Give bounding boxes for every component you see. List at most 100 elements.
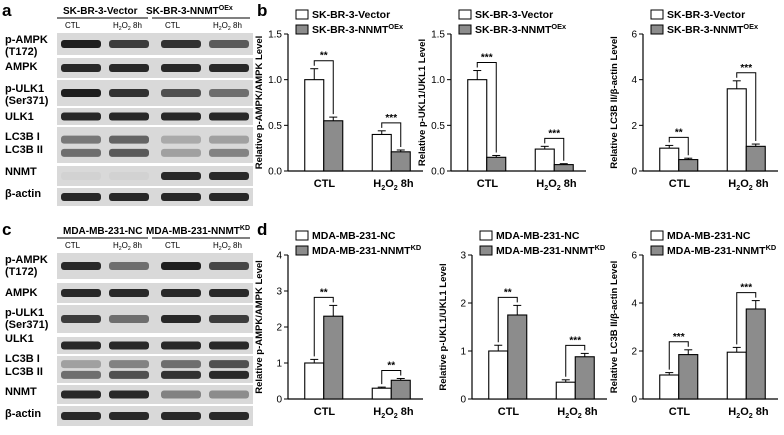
x-tick-label: CTL [314, 178, 336, 190]
bar [371, 133, 392, 172]
bar [371, 387, 392, 400]
blot-panel-a: SK-BR-3-Vector SK-BR-3-NNMTOEx CTL H2O2 8h C… [5, 5, 253, 206]
significance-label: ** [675, 127, 683, 138]
blot-lane-label: CTL [65, 241, 81, 250]
legend-label: MDA-MB-231-NNMTKD [312, 243, 421, 257]
bar [304, 79, 325, 172]
y-tick-label: 2 [631, 347, 637, 358]
y-tick-label: 3 [460, 251, 466, 262]
blot-band [161, 341, 201, 350]
significance-bracket [544, 137, 565, 161]
blot-lane-label: CTL [65, 21, 81, 30]
blot-band [61, 360, 101, 369]
blot-row-label: NNMT [5, 386, 37, 398]
blot-row-label: p-AMPK [5, 254, 48, 266]
legend-swatch [295, 230, 309, 241]
y-tick-label: 4 [631, 299, 637, 310]
blot-band [61, 193, 101, 201]
significance-bracket [313, 296, 334, 357]
legend-swatch [458, 24, 472, 35]
bar [323, 120, 344, 172]
significance-bracket [313, 60, 334, 115]
legend-label: MDA-MB-231-NC [312, 230, 396, 242]
x-tick-label: H2O2 8h [536, 178, 577, 192]
bar [678, 354, 699, 400]
legend-label: MDA-MB-231-NNMTKD [667, 243, 776, 257]
blot-band [161, 193, 201, 201]
blot-band [109, 89, 149, 97]
legend-swatch [458, 9, 472, 20]
bar [390, 379, 411, 400]
y-tick-label: 0 [460, 395, 466, 406]
bar [726, 351, 747, 400]
bar [390, 151, 411, 172]
blot-band [109, 112, 149, 121]
legend-swatch [650, 245, 664, 256]
significance-label: ** [320, 51, 328, 62]
legend-label: SK-BR-3-Vector [312, 9, 390, 21]
blot-band [61, 148, 101, 157]
blot-group-label: SK-BR-3-Vector [63, 6, 138, 17]
significance-bracket [497, 296, 518, 343]
y-tick-label: 2 [460, 299, 466, 310]
blot-row-label: β-actin [5, 408, 41, 420]
blot-band [61, 135, 101, 144]
x-tick-label: CTL [669, 178, 691, 190]
blot-band [61, 341, 101, 350]
x-tick-label: H2O2 8h [373, 406, 414, 420]
legend-swatch [650, 230, 664, 241]
bar [488, 350, 509, 400]
bar [534, 148, 555, 172]
bar [553, 164, 574, 172]
significance-label: *** [548, 128, 560, 139]
blot-strip [57, 283, 253, 303]
blot-band [209, 172, 249, 180]
significance-bracket [736, 72, 757, 142]
bar [304, 362, 325, 400]
legend-label: MDA-MB-231-NNMTKD [496, 243, 605, 257]
blot-band [61, 370, 101, 379]
y-tick-label: 0 [276, 395, 282, 406]
blot-band [209, 193, 249, 201]
y-tick-label: 0 [631, 167, 637, 178]
blot-band [109, 412, 149, 420]
blot-band [161, 112, 201, 121]
significance-label: ** [387, 360, 395, 371]
blot-band [109, 289, 149, 297]
bar [745, 145, 766, 172]
x-tick-label: CTL [669, 406, 691, 418]
blot-band [109, 360, 149, 369]
blot-row-label: LC3B II [5, 144, 43, 156]
blot-band [209, 112, 249, 121]
legend-label: SK-BR-3-NNMTOEx [475, 22, 567, 36]
blot-group-label: MDA-MB-231-NC [63, 226, 142, 237]
blot-strip [57, 188, 253, 206]
bar-chart-b-2: 0 2 4 6 Relative LC3B II/β-actin Level CTL ** H… [609, 9, 778, 192]
blot-band [161, 148, 201, 157]
blot-row-label: (T172) [5, 266, 38, 278]
blot-strip [57, 108, 253, 125]
legend-swatch [650, 24, 664, 35]
blot-lane-label: H2O2 8h [113, 241, 142, 252]
blot-band [209, 341, 249, 350]
blot-row-label: LC3B II [5, 366, 43, 378]
blot-band [109, 135, 149, 144]
bar [745, 308, 766, 400]
blot-band [109, 40, 149, 48]
bar [507, 314, 528, 400]
y-axis-label: Relative LC3B II/β-actin Level [609, 261, 620, 394]
blot-band [109, 341, 149, 350]
blot-strip [57, 58, 253, 78]
y-tick-label: 1.5 [268, 30, 282, 41]
legend-swatch [295, 245, 309, 256]
blot-lane-label: CTL [165, 241, 181, 250]
blot-row-label: (T172) [5, 46, 38, 58]
panel-b-label: b [257, 1, 267, 20]
significance-label: *** [673, 332, 685, 343]
blot-band [161, 40, 201, 48]
legend-label: SK-BR-3-NNMTOEx [312, 22, 404, 36]
y-axis-label: Relative p-AMPK/AMPK Level [254, 36, 265, 170]
y-tick-label: 3 [276, 287, 282, 298]
panel-a-label: a [2, 1, 12, 20]
y-axis-label: Relative p-UKL1/UKL1 Level [438, 263, 449, 390]
